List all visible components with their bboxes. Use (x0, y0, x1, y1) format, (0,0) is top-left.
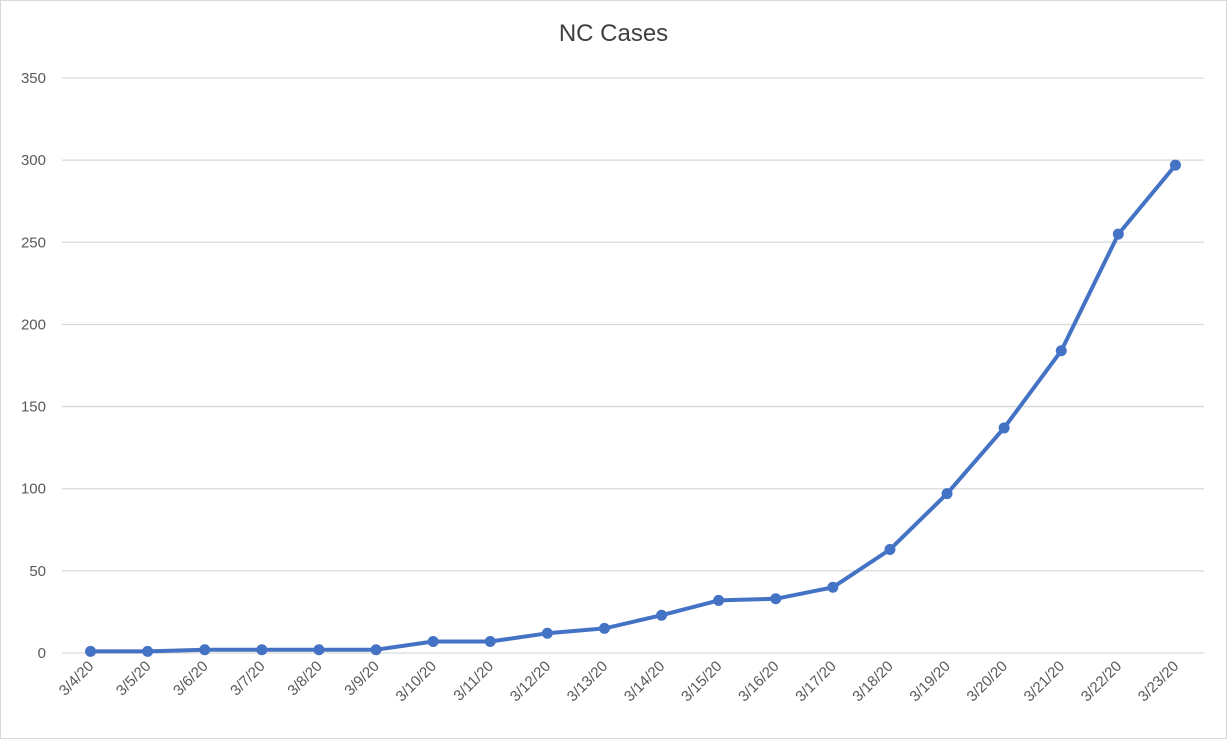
x-tick-label: 3/8/20 (284, 658, 326, 700)
chart-title: NC Cases (558, 20, 669, 47)
x-tick-label: 3/10/20 (393, 658, 440, 705)
x-tick-label: 3/19/20 (906, 658, 953, 705)
data-point (1055, 345, 1067, 357)
x-tick-label: 3/7/20 (227, 658, 269, 700)
y-tick-label: 300 (21, 152, 46, 169)
data-point (85, 645, 97, 657)
x-tick-label: 3/5/20 (113, 658, 155, 700)
data-point (313, 644, 325, 656)
data-point (541, 627, 553, 639)
data-point (1112, 228, 1124, 240)
y-tick-label: 250 (21, 234, 46, 251)
y-tick-label: 150 (21, 399, 46, 416)
data-point (1169, 159, 1181, 171)
data-point (427, 636, 439, 647)
data-point (884, 544, 896, 555)
data-point (713, 594, 725, 606)
data-point (370, 644, 382, 656)
data-point (484, 636, 496, 647)
y-tick-label: 100 (21, 481, 46, 498)
x-tick-label: 3/21/20 (1021, 658, 1068, 705)
x-tick-label: 3/13/20 (564, 658, 611, 705)
x-tick-label: 3/6/20 (170, 658, 212, 700)
x-tick-label: 3/16/20 (735, 658, 782, 705)
x-tick-label: 3/15/20 (678, 658, 725, 705)
x-tick-label: 3/11/20 (450, 658, 497, 705)
x-tick-label: 3/18/20 (849, 658, 896, 705)
data-point (941, 488, 953, 500)
x-tick-label: 3/9/20 (341, 658, 383, 700)
x-tick-label: 3/4/20 (56, 658, 98, 700)
data-point (656, 609, 668, 621)
y-tick-label: 350 (21, 70, 46, 87)
y-tick-label: 50 (29, 563, 46, 580)
x-tick-label: 3/14/20 (621, 658, 668, 705)
data-point (256, 644, 268, 656)
series-line (88, 163, 1178, 654)
data-point (998, 422, 1010, 434)
x-tick-label: 3/23/20 (1135, 658, 1182, 705)
data-point (199, 644, 211, 656)
x-tick-label: 3/17/20 (792, 658, 839, 705)
y-tick-label: 0 (38, 645, 46, 662)
data-point (142, 645, 154, 657)
y-tick-label: 200 (21, 316, 46, 333)
data-point (770, 593, 782, 605)
x-tick-label: 3/12/20 (507, 658, 554, 705)
data-point (598, 622, 610, 634)
x-tick-label: 3/22/20 (1078, 658, 1125, 705)
x-tick-label: 3/20/20 (964, 658, 1011, 705)
data-point (827, 581, 839, 593)
